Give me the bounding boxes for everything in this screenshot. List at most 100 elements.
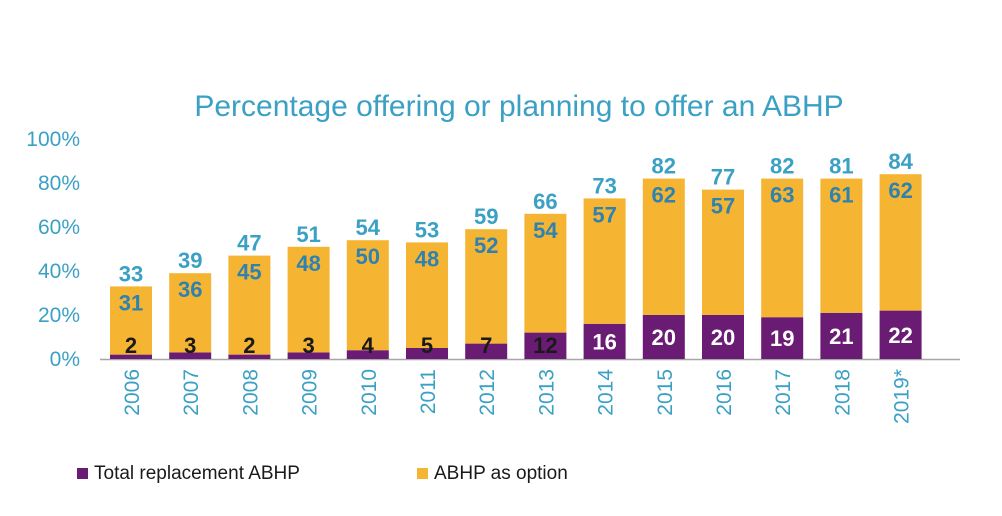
data-label-as-option: 36 [178, 277, 202, 302]
bars: 2313333639245473485145054548537525912546… [110, 149, 922, 359]
x-tick-label: 2012 [476, 369, 499, 416]
data-label-total-replacement: 22 [888, 323, 912, 348]
bar-segment-as-option [702, 189, 744, 315]
data-label-as-option: 52 [474, 233, 498, 258]
bar-segment-as-option [110, 286, 152, 355]
x-tick-label: 2010 [358, 369, 381, 416]
data-label-total-replacement: 3 [302, 333, 314, 358]
legend-swatch [77, 468, 88, 479]
bar-segment-total-replacement [702, 315, 744, 359]
legend-label: Total replacement ABHP [94, 463, 300, 484]
bar-segment-total-replacement [169, 352, 212, 359]
data-label-total: 82 [652, 154, 676, 179]
bar-segment-as-option [287, 246, 330, 353]
y-axis: 0% 20% 40% 60% 80% 100% [26, 128, 80, 371]
data-label-total: 54 [356, 215, 381, 240]
x-tick-label: 2014 [595, 369, 618, 416]
data-label-as-option: 57 [592, 202, 616, 227]
data-label-as-option: 48 [415, 246, 439, 271]
bar-segment-as-option [228, 255, 271, 355]
data-label-total: 84 [888, 149, 913, 174]
x-tick-label: 2006 [121, 369, 144, 416]
bar-segment-total-replacement [465, 343, 508, 359]
bar-segment-as-option [406, 242, 448, 348]
bar-segment-total-replacement [110, 354, 152, 359]
data-label-total-replacement: 2 [125, 333, 137, 358]
data-label-total: 66 [533, 189, 557, 214]
bar-segment-as-option [583, 198, 626, 324]
data-label-as-option: 54 [533, 218, 558, 243]
data-label-total-replacement: 3 [184, 333, 196, 358]
bar-segment-total-replacement [642, 315, 685, 359]
data-label-total: 73 [592, 173, 616, 198]
bar-segment-total-replacement [287, 352, 330, 359]
data-label-as-option: 57 [711, 194, 735, 219]
data-label-as-option: 62 [888, 178, 912, 203]
bar-segment-as-option [465, 229, 508, 344]
data-label-total: 47 [237, 231, 261, 256]
data-label-as-option: 31 [119, 290, 143, 315]
bar-segment-total-replacement [228, 354, 271, 359]
x-tick-label: 2015 [654, 369, 677, 416]
data-label-total: 51 [296, 222, 320, 247]
bar-segment-total-replacement [583, 323, 626, 359]
bar-segment-total-replacement [879, 310, 922, 359]
data-label-as-option: 62 [652, 183, 676, 208]
data-label-total-replacement: 20 [652, 325, 676, 350]
data-label-total: 53 [415, 217, 439, 242]
data-label-total: 81 [829, 154, 853, 179]
x-tick-label: 2009 [299, 369, 322, 416]
x-tick-label: 2019* [891, 369, 914, 424]
data-label-total-replacement: 2 [243, 333, 255, 358]
x-tick-label: 2007 [180, 369, 203, 416]
y-tick-label: 20% [38, 304, 80, 327]
bar-segment-total-replacement [524, 332, 567, 359]
data-label-total: 39 [178, 248, 202, 273]
x-axis: 2006 2007 2008 2009 2010 2011 2012 2013 2014 2015… [100, 358, 960, 424]
bar-segment-as-option [879, 174, 922, 311]
y-tick-label: 100% [26, 128, 80, 151]
bar-segment-total-replacement [406, 348, 448, 359]
chart-title: Percentage offering or planning to offer… [194, 90, 843, 123]
x-tick-label: 2011 [417, 369, 440, 414]
bar-segment-total-replacement [761, 317, 804, 359]
data-label-total-replacement: 12 [533, 333, 557, 358]
x-tick-label: 2016 [713, 369, 736, 416]
data-label-total-replacement: 7 [480, 333, 492, 358]
y-tick-label: 0% [50, 348, 80, 371]
bar-segment-as-option [524, 213, 567, 333]
data-label-as-option: 50 [356, 244, 380, 269]
bar-segment-as-option [346, 240, 389, 351]
bar-segment-as-option [642, 178, 685, 315]
legend: Total replacement ABHP ABHP as option [77, 463, 568, 484]
data-label-as-option: 61 [829, 183, 853, 208]
data-label-total-replacement: 21 [829, 324, 853, 349]
data-label-as-option: 45 [237, 260, 261, 285]
y-tick-label: 40% [38, 260, 80, 283]
legend-label: ABHP as option [434, 463, 568, 484]
data-label-as-option: 48 [296, 251, 320, 276]
data-label-total-replacement: 19 [770, 326, 794, 351]
x-tick-label: 2018 [831, 369, 854, 416]
bar-segment-total-replacement [820, 312, 863, 359]
data-label-total-replacement: 20 [711, 325, 735, 350]
x-tick-label: 2008 [239, 369, 262, 416]
data-label-total: 77 [711, 165, 735, 190]
bar-segment-as-option [761, 178, 804, 318]
data-label-as-option: 63 [770, 183, 794, 208]
x-tick-label: 2017 [772, 369, 795, 416]
y-tick-label: 80% [38, 172, 80, 195]
data-label-total-replacement: 16 [592, 329, 616, 354]
bar-segment-as-option [169, 273, 212, 353]
y-tick-label: 60% [38, 216, 80, 239]
data-label-total: 82 [770, 154, 794, 179]
data-label-total-replacement: 5 [421, 333, 433, 358]
bar-segment-total-replacement [346, 350, 389, 359]
legend-swatch [417, 468, 428, 479]
x-tick-label: 2013 [535, 369, 558, 416]
data-label-total: 59 [474, 204, 498, 229]
data-label-total: 33 [119, 261, 143, 286]
bar-segment-as-option [820, 178, 863, 313]
data-label-total-replacement: 4 [362, 333, 375, 358]
